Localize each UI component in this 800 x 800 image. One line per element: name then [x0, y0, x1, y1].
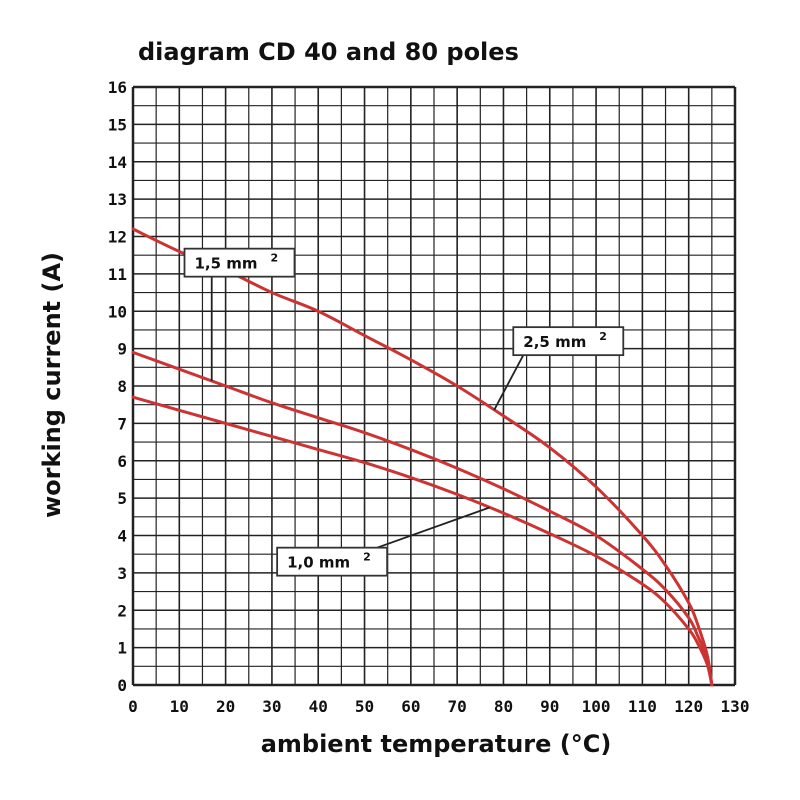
callout-box	[512, 326, 625, 357]
y-tick-label: 1	[117, 639, 127, 658]
x-tick-label: 60	[401, 697, 420, 716]
x-tick-label: 70	[448, 697, 467, 716]
x-tick-label: 120	[674, 697, 703, 716]
y-tick-label: 4	[117, 527, 127, 546]
callout-superscript: 2	[599, 330, 607, 343]
y-axis-label: working current (A)	[38, 252, 66, 518]
x-tick-label: 90	[540, 697, 559, 716]
y-tick-label: 3	[117, 564, 127, 583]
callout-label: 1,5 mm	[195, 255, 258, 273]
callouts: 1,5 mm 2 2,5 mm 2 1,0 mm 2	[183, 247, 625, 577]
y-tick-label: 6	[117, 452, 127, 471]
x-tick-label: 20	[216, 697, 235, 716]
series-lines	[131, 227, 714, 687]
x-tick-label: 130	[721, 697, 750, 716]
y-tick-label: 2	[117, 601, 127, 620]
y-tick-label: 13	[108, 190, 127, 209]
callout: 1,5 mm 2	[183, 247, 296, 381]
y-tick-label: 8	[117, 377, 127, 396]
x-tick-label: 80	[494, 697, 513, 716]
y-tick-label: 10	[108, 302, 127, 321]
y-tick-label: 16	[108, 78, 127, 97]
series-line-1	[131, 227, 714, 687]
callout-label: 1,0 mm	[287, 554, 350, 572]
callout: 1,0 mm 2	[276, 506, 490, 577]
callout-label: 2,5 mm	[523, 333, 586, 351]
y-tick-label: 9	[117, 340, 127, 359]
callout-box	[183, 247, 296, 278]
y-tick-label: 14	[108, 153, 127, 172]
tick-labels: 0 10 20 30 40 50 60 70 80 90 100 110 120 130012345678…	[108, 78, 750, 716]
y-tick-label: 7	[117, 414, 127, 433]
series-line-3	[131, 395, 714, 687]
y-tick-label: 5	[117, 489, 127, 508]
series-line-2	[131, 350, 714, 687]
x-tick-label: 10	[170, 697, 189, 716]
y-tick-label: 15	[108, 115, 127, 134]
callout-superscript: 2	[271, 252, 279, 265]
y-tick-label: 0	[117, 676, 127, 695]
callout-superscript: 2	[363, 551, 371, 564]
callout: 2,5 mm 2	[493, 326, 625, 411]
x-tick-label: 40	[309, 697, 328, 716]
x-tick-label: 0	[128, 697, 138, 716]
x-tick-label: 100	[582, 697, 611, 716]
y-tick-label: 11	[108, 265, 127, 284]
callout-leader-line	[493, 354, 525, 411]
x-tick-label: 30	[262, 697, 281, 716]
x-axis-label: ambient temperature (°C)	[261, 730, 612, 758]
x-tick-label: 50	[355, 697, 374, 716]
chart-title: diagram CD 40 and 80 poles	[138, 38, 519, 66]
y-tick-label: 12	[108, 228, 127, 247]
callout-leader-line	[376, 506, 490, 549]
callout-box	[276, 546, 389, 577]
x-tick-label: 110	[628, 697, 657, 716]
